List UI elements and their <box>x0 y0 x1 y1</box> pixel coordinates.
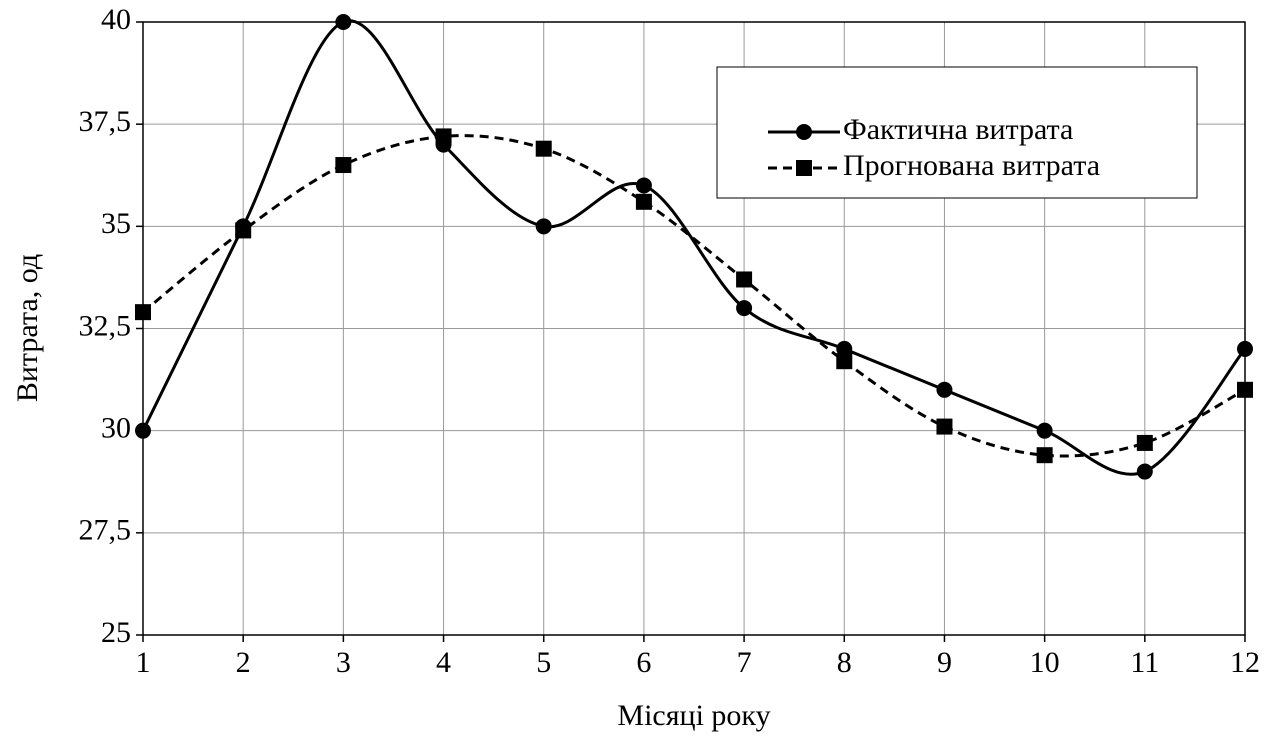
point <box>1036 447 1053 464</box>
point <box>736 300 753 317</box>
x-tick-label: 1 <box>136 646 151 679</box>
x-tick-label: 6 <box>636 646 651 679</box>
plot-frame <box>142 21 1246 636</box>
point <box>235 222 252 239</box>
x-tick-label: 12 <box>1230 646 1260 679</box>
y-axis-label: Витрата, од <box>11 254 44 402</box>
y-tick-label: 30 <box>101 412 131 445</box>
y-tick-label: 32,5 <box>79 309 132 342</box>
legend-marker <box>796 160 812 176</box>
point <box>1136 463 1153 480</box>
point <box>435 128 452 145</box>
point <box>836 353 853 370</box>
point <box>635 193 652 210</box>
point <box>335 14 352 30</box>
x-tick-label: 7 <box>737 646 752 679</box>
x-tick-label: 11 <box>1130 646 1159 679</box>
point <box>535 218 552 235</box>
point <box>335 157 352 174</box>
y-tick-label: 25 <box>101 616 131 649</box>
x-tick-label: 4 <box>436 646 451 679</box>
point <box>635 177 652 194</box>
point <box>936 418 953 435</box>
legend-label: Фактична витрата <box>843 113 1073 146</box>
point <box>135 304 151 321</box>
y-tick-label: 40 <box>101 3 131 36</box>
point <box>736 271 753 288</box>
point <box>1036 422 1053 439</box>
x-tick-label: 8 <box>837 646 852 679</box>
point <box>936 381 953 398</box>
y-tick-label: 35 <box>101 207 131 240</box>
point <box>836 340 853 357</box>
legend-marker <box>796 124 812 140</box>
y-tick-label: 27,5 <box>79 514 132 547</box>
point <box>1237 340 1253 357</box>
x-tick-label: 9 <box>937 646 952 679</box>
point <box>535 140 552 157</box>
legend-label: Прогнована витрата <box>843 149 1100 182</box>
point <box>1136 434 1153 451</box>
x-tick-label: 10 <box>1030 646 1060 679</box>
x-axis-label: Місяці року <box>617 699 770 732</box>
x-tick-label: 3 <box>336 646 351 679</box>
point <box>1237 381 1253 398</box>
x-tick-label: 2 <box>236 646 251 679</box>
y-tick-label: 37,5 <box>79 105 132 138</box>
x-tick-label: 5 <box>536 646 551 679</box>
point <box>135 422 151 439</box>
